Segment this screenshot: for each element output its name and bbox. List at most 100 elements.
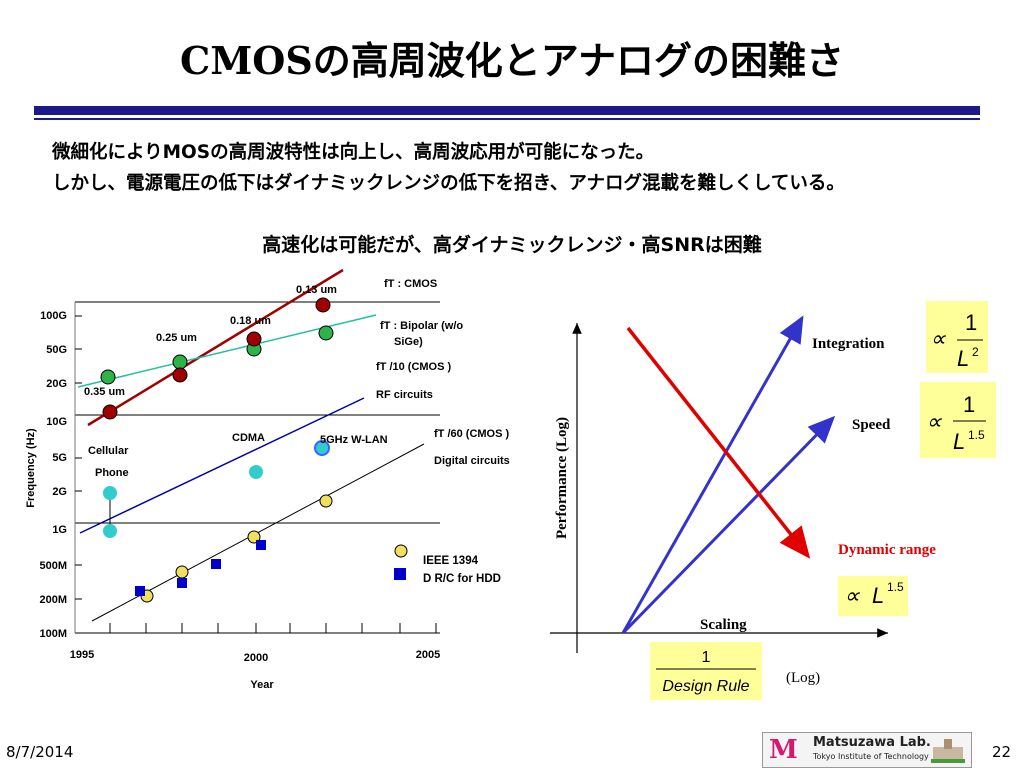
bipolar-point (100, 369, 116, 385)
wlan-point (314, 440, 330, 456)
dynamic-range-line (626, 326, 811, 559)
page-title: CMOSの高周波化とアナログの困難さ (179, 38, 845, 83)
svg-text:1: 1 (963, 392, 975, 417)
frequency-trend-chart: 100G 50G 20G 10G 5G 2G 1G 500M 200M 100M… (25, 268, 510, 691)
rf-trend-label: fT /10 (CMOS ) (376, 361, 452, 373)
integration-label: Integration (812, 336, 885, 352)
ieee1394-point (319, 494, 333, 508)
building-icon (931, 739, 965, 763)
y-axis-label: Performance (Log) (554, 417, 570, 539)
svg-text:1.5: 1.5 (968, 428, 985, 442)
bipolar-point (172, 354, 188, 370)
legend-hdd-label: D R/C for HDD (423, 573, 501, 585)
lab-logo: M Matsuzawa Lab. Tokyo Institute of Tech… (762, 732, 972, 768)
x-tick-label: 2005 (416, 649, 440, 661)
cmos-point (315, 297, 331, 313)
svg-text:Design Rule: Design Rule (662, 678, 749, 695)
hdd-point (211, 559, 221, 569)
node-label: 0.13 um (296, 284, 337, 296)
legend-ieee1394-label: IEEE 1394 (423, 555, 479, 567)
cdma-label: CDMA (232, 432, 265, 444)
svg-text:1.5: 1.5 (887, 580, 904, 594)
speed-formula: ∝ 1 L 1.5 (920, 382, 996, 458)
slide-number: 22 (992, 743, 1012, 761)
y-tick-label: 500M (39, 560, 67, 572)
node-label: 0.35 um (84, 386, 125, 398)
y-tick-label: 50G (46, 344, 67, 356)
svg-text:1: 1 (965, 310, 977, 335)
cellular-label: Phone (95, 467, 129, 479)
svg-text:2: 2 (972, 345, 979, 359)
logo-subtitle: Tokyo Institute of Technology (813, 752, 929, 761)
title-divider-thin (34, 118, 980, 120)
cellular-point (103, 486, 117, 500)
integration-formula: ∝ 1 L 2 (926, 301, 988, 373)
logo-title: Matsuzawa Lab. (813, 735, 931, 750)
legend-ieee1394-marker (394, 544, 408, 558)
rf-trend-label: RF circuits (376, 389, 433, 401)
dynamic-range-label: Dynamic range (838, 542, 936, 558)
y-tick-label: 1G (52, 524, 67, 536)
x-tick-label: 2000 (244, 652, 268, 664)
cmos-point (246, 331, 262, 347)
chart-heading: 高速化は可能だが、高ダイナミックレンジ・高SNRは困難 (262, 234, 762, 256)
cmos-point (102, 404, 118, 420)
hdd-point (256, 540, 266, 550)
svg-text:1: 1 (702, 649, 711, 666)
intro-text: 微細化によりMOSの高周波特性は向上し、高周波応用が可能になった。 しかし、電源… (52, 137, 845, 199)
speed-label: Speed (852, 417, 891, 433)
y-axis-label: Frequency (Hz) (25, 428, 37, 508)
svg-text:L: L (872, 583, 884, 608)
chart-legend: IEEE 1394 D R/C for HDD (394, 544, 501, 585)
svg-text:∝: ∝ (930, 326, 947, 351)
y-tick-label: 100M (39, 628, 67, 640)
intro-line-1: 微細化によりMOSの高周波特性は向上し、高周波応用が可能になった。 (52, 142, 655, 163)
y-ticks (75, 315, 82, 600)
legend-hdd-marker (394, 568, 406, 580)
logo-mark-icon: M (769, 735, 798, 765)
plot-gridlines (74, 301, 440, 634)
integration-line (621, 315, 804, 634)
bipolar-trend-label: SiGe) (394, 336, 423, 348)
bipolar-trend-label: fT : Bipolar (w/o (380, 320, 463, 332)
y-tick-label: 20G (46, 378, 67, 390)
scaling-performance-chart: Performance (Log) Integration Speed Dyna… (550, 301, 996, 700)
svg-text:L: L (957, 346, 969, 371)
intro-line-2: しかし、電源電圧の低下はダイナミックレンジの低下を招き、アナログ混載を難しくして… (52, 173, 845, 194)
design-rule-formula: 1 Design Rule (650, 642, 762, 700)
rf-trend-line (79, 397, 365, 534)
svg-text:L: L (953, 429, 965, 454)
y-tick-label: 10G (46, 416, 67, 428)
title-divider (34, 106, 980, 115)
x-axis-unit: (Log) (786, 670, 820, 686)
ieee1394-point (175, 565, 189, 579)
cmos-point (172, 367, 188, 383)
y-tick-label: 5G (52, 452, 67, 464)
cmos-trend-label: fT : CMOS (384, 278, 437, 290)
bipolar-trend-line (77, 314, 377, 388)
y-tick-label: 100G (40, 310, 67, 322)
svg-text:∝: ∝ (844, 583, 861, 608)
bipolar-point (318, 325, 334, 341)
digital-trend-label: fT /60 (CMOS ) (434, 428, 510, 440)
cmos-trend-line (87, 268, 344, 427)
cellular-point (103, 524, 117, 538)
digital-trend-label: Digital circuits (434, 455, 510, 467)
node-label: 0.18 um (230, 315, 271, 327)
x-tick-label: 1995 (70, 649, 94, 661)
node-label: 0.25 um (156, 332, 197, 344)
slide-date: 8/7/2014 (6, 743, 74, 761)
svg-text:∝: ∝ (926, 409, 943, 434)
dynamic-range-formula: ∝ L 1.5 (838, 576, 908, 616)
speed-line (621, 415, 836, 635)
cellular-label: Cellular (88, 445, 129, 457)
y-tick-label: 2G (52, 486, 67, 498)
x-ticks (109, 623, 437, 633)
x-axis-label: Year (250, 679, 274, 691)
cdma-point (249, 465, 263, 479)
x-axis-label: Scaling (700, 617, 747, 633)
y-tick-label: 200M (39, 594, 67, 606)
hdd-point (135, 586, 145, 596)
wlan-label: 5GHz W-LAN (320, 434, 388, 446)
hdd-point (177, 578, 187, 588)
